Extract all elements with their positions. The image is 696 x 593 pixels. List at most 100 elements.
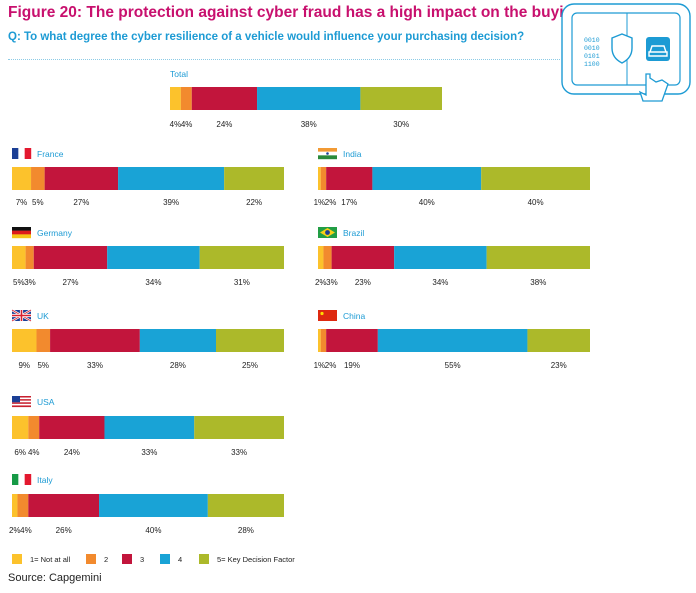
data-label: 33%	[141, 448, 157, 457]
legend-swatch	[122, 554, 132, 564]
panel-title: Total	[170, 69, 188, 79]
data-label: 3%	[326, 278, 338, 287]
legend-item: 2	[86, 554, 108, 564]
panel-brazil: Brazil 2% 3% 23% 34% 38%	[315, 227, 590, 287]
germany-flag-icon	[12, 227, 31, 239]
bar-segment-1	[318, 329, 321, 352]
bar-segment-5	[360, 87, 442, 110]
bar-segment-4	[372, 167, 482, 190]
bar-segment-1	[12, 494, 18, 517]
bar-segment-1	[12, 329, 37, 352]
legend-label: 3	[140, 555, 144, 564]
bar-segment-4	[107, 246, 200, 269]
italy-flag-icon	[12, 474, 32, 485]
bar-segment-2	[28, 416, 40, 439]
bar-segment-3	[50, 329, 140, 352]
data-label: 34%	[432, 278, 448, 287]
data-label: 24%	[216, 120, 232, 129]
data-label: 4%	[170, 120, 182, 129]
data-label: 19%	[344, 361, 360, 370]
panel-total: Total 4% 4% 24% 38% 30%	[170, 69, 442, 129]
usa-flag-icon	[12, 396, 31, 408]
legend-label: 4	[178, 555, 182, 564]
bar-segment-1	[12, 416, 29, 439]
bar-segment-2	[17, 494, 29, 517]
bar-segment-3	[33, 246, 108, 269]
data-label: 31%	[234, 278, 250, 287]
divider	[8, 59, 560, 60]
panel-title: USA	[37, 397, 55, 407]
data-label: 17%	[341, 198, 357, 207]
data-label: 3%	[24, 278, 36, 287]
legend-label: 2	[104, 555, 108, 564]
bar-segment-3	[331, 246, 395, 269]
legend-item: 1= Not at all	[12, 554, 71, 564]
bar-segment-5	[481, 167, 590, 190]
bar-segment-4	[118, 167, 225, 190]
panel-uk: UK 9% 5% 33% 28% 25%	[11, 309, 284, 370]
svg-text:0101: 0101	[584, 53, 600, 60]
bar-segment-2	[180, 87, 192, 110]
data-label: 40%	[419, 198, 435, 207]
bar-segment-4	[139, 329, 216, 352]
source-note: Source: Capgemini	[8, 572, 102, 584]
legend-label: 5= Key Decision Factor	[217, 555, 295, 564]
bar-segment-2	[320, 329, 327, 352]
panel-france: France 7% 5% 27% 39% 22%	[12, 148, 284, 207]
data-label: 34%	[145, 278, 161, 287]
data-label: 33%	[87, 361, 103, 370]
data-label: 27%	[73, 198, 89, 207]
panel-china: China 1% 2% 19% 55% 23%	[314, 310, 590, 370]
data-label: 4%	[20, 526, 32, 535]
data-label: 40%	[528, 198, 544, 207]
legend-item: 4	[160, 554, 182, 564]
legend-swatch	[12, 554, 22, 564]
bar-segment-4	[104, 416, 195, 439]
legend-swatch	[199, 554, 209, 564]
data-label: 9%	[18, 361, 30, 370]
data-label: 40%	[145, 526, 161, 535]
bar-segment-2	[36, 329, 51, 352]
bar-segment-2	[31, 167, 45, 190]
bar-segment-4	[257, 87, 361, 110]
bar-segment-2	[323, 246, 332, 269]
data-label: 2%	[325, 361, 337, 370]
bar-segment-3	[326, 329, 378, 352]
data-label: 2%	[315, 278, 327, 287]
bar-segment-4	[377, 329, 528, 352]
panel-usa: USA 6% 4% 24% 33% 33%	[12, 396, 284, 457]
panel-title: Germany	[37, 228, 73, 238]
bar-segment-1	[170, 87, 181, 110]
bar-segment-2	[25, 246, 34, 269]
bar-segment-3	[39, 416, 105, 439]
china-flag-icon	[318, 310, 337, 321]
data-label: 1%	[314, 198, 326, 207]
bar-segment-5	[224, 167, 284, 190]
page-subtitle: Q: To what degree the cyber resilience o…	[8, 31, 525, 43]
data-label: 2%	[325, 198, 337, 207]
bar-segment-4	[99, 494, 208, 517]
data-label: 25%	[242, 361, 258, 370]
panel-title: India	[343, 149, 362, 159]
data-label: 27%	[62, 278, 78, 287]
uk-flag-icon	[11, 309, 32, 322]
panel-title: China	[343, 311, 365, 321]
panel-title: Brazil	[343, 228, 364, 238]
bar-segment-3	[191, 87, 258, 110]
legend-swatch	[86, 554, 96, 564]
panel-italy: Italy 2% 4% 26% 40% 28%	[9, 474, 284, 535]
bar-segment-5	[194, 416, 284, 439]
legend: 1= Not at all 2 3 4 5= Key Decision Factor	[12, 554, 295, 564]
bar-segment-5	[199, 246, 284, 269]
bar-segment-3	[28, 494, 100, 517]
bar-segment-5	[216, 329, 284, 352]
svg-text:0010: 0010	[584, 45, 600, 52]
bar-segment-3	[326, 167, 373, 190]
legend-swatch	[160, 554, 170, 564]
data-label: 26%	[56, 526, 72, 535]
data-label: 1%	[314, 361, 326, 370]
data-label: 23%	[355, 278, 371, 287]
bar-segment-1	[318, 167, 321, 190]
data-label: 23%	[551, 361, 567, 370]
panel-india: India 1% 2% 17% 40% 40%	[314, 148, 590, 207]
